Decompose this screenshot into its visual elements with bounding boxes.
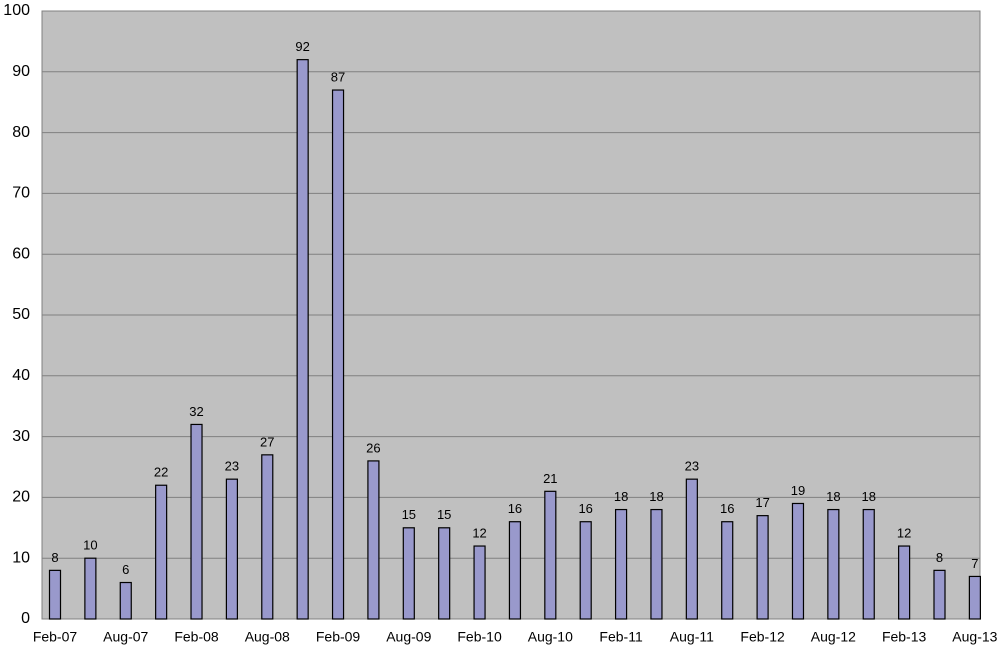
value-label: 8 [51, 550, 58, 565]
x-tick-label: Feb-10 [457, 629, 502, 645]
bar [898, 545, 911, 620]
value-label: 16 [508, 501, 522, 516]
value-label: 21 [543, 471, 557, 486]
x-tick-label: Aug-09 [386, 629, 431, 645]
x-tick-label: Aug-12 [811, 629, 856, 645]
x-tick-label: Aug-13 [952, 629, 997, 645]
bar [225, 478, 238, 620]
bar [827, 508, 840, 620]
x-tick-label: Aug-11 [670, 629, 714, 645]
y-tick-label: 70 [12, 185, 30, 202]
bar [84, 557, 97, 620]
y-tick-label: 30 [12, 428, 30, 445]
bar [791, 502, 805, 620]
value-label: 18 [862, 489, 876, 504]
bar [438, 527, 451, 620]
y-tick-label: 50 [12, 306, 30, 323]
x-tick-label: Aug-08 [245, 629, 290, 645]
y-tick-label: 10 [12, 549, 30, 566]
y-tick-label: 100 [3, 2, 30, 19]
x-tick-label: Feb-12 [740, 629, 785, 645]
bar [614, 508, 628, 620]
value-label: 15 [437, 507, 451, 522]
value-label: 22 [154, 465, 168, 480]
bar [685, 478, 698, 620]
x-tick-label: Aug-10 [528, 629, 573, 645]
value-label: 32 [189, 404, 203, 419]
value-label: 8 [936, 550, 943, 565]
value-label: 27 [260, 434, 274, 449]
bar [650, 508, 663, 620]
x-tick-label: Feb-13 [882, 629, 927, 645]
bar [473, 545, 486, 620]
value-label: 12 [472, 525, 486, 540]
bar [508, 521, 522, 620]
value-label: 18 [826, 489, 840, 504]
value-label: 92 [295, 39, 309, 54]
value-label: 12 [897, 525, 911, 540]
y-tick-label: 20 [12, 489, 30, 506]
value-label: 16 [578, 501, 592, 516]
value-label: 10 [83, 538, 97, 553]
value-label: 15 [402, 507, 416, 522]
value-label: 23 [685, 459, 699, 474]
bar [331, 89, 345, 620]
bar [48, 569, 62, 620]
x-tick-label: Feb-09 [316, 629, 361, 645]
x-tick-label: Feb-08 [174, 629, 219, 645]
value-label: 16 [720, 501, 734, 516]
bar [119, 581, 132, 620]
x-tick-label: Feb-07 [33, 629, 78, 645]
bar [261, 454, 274, 620]
bar [367, 460, 380, 620]
value-label: 18 [649, 489, 663, 504]
value-label: 19 [791, 483, 805, 498]
bar [579, 521, 592, 620]
value-label: 87 [331, 69, 345, 84]
bar [756, 515, 769, 620]
y-tick-label: 0 [21, 610, 30, 627]
bar [296, 59, 309, 620]
value-label: 6 [122, 562, 129, 577]
bar [544, 490, 557, 620]
y-tick-label: 80 [12, 124, 30, 141]
bar [862, 508, 875, 620]
value-label: 7 [971, 556, 978, 571]
value-label: 18 [614, 489, 628, 504]
x-tick-label: Feb-11 [599, 629, 643, 645]
bar [933, 569, 946, 620]
value-label: 17 [755, 495, 769, 510]
value-label: 26 [366, 440, 380, 455]
y-tick-label: 90 [12, 63, 30, 80]
bar [968, 575, 981, 620]
y-tick-label: 60 [12, 245, 30, 262]
bar [155, 484, 168, 620]
value-label: 23 [225, 459, 239, 474]
y-tick-label: 40 [12, 367, 30, 384]
bar [190, 423, 203, 620]
bar [402, 527, 415, 620]
bar [721, 521, 734, 620]
x-tick-label: Aug-07 [103, 629, 148, 645]
